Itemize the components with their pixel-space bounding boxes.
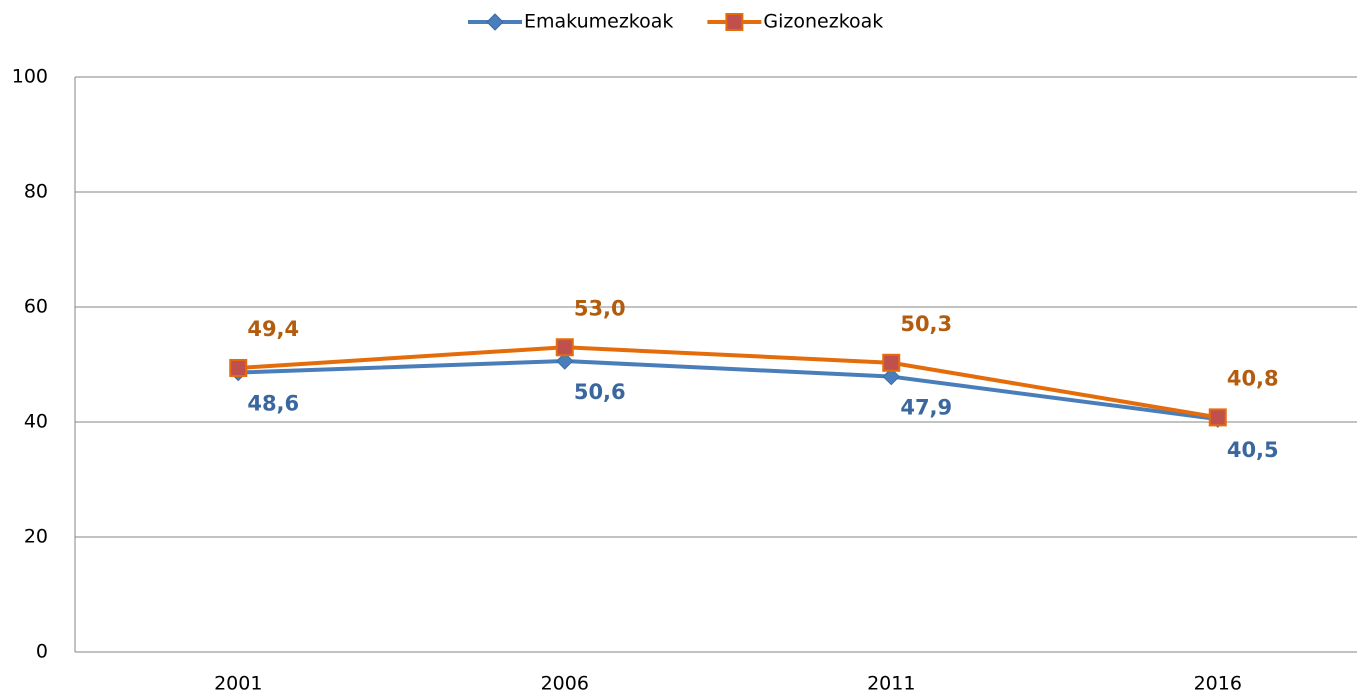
y-tick-label: 0 <box>36 641 48 663</box>
data-label: 50,3 <box>900 312 952 336</box>
y-tick-label: 60 <box>24 296 48 318</box>
y-tick-label: 20 <box>24 526 48 548</box>
x-tick-label: 2016 <box>1194 673 1242 695</box>
marker <box>882 353 901 372</box>
data-label: 48,6 <box>247 392 299 416</box>
y-tick-label: 80 <box>24 181 48 203</box>
y-tick-label: 100 <box>12 66 48 88</box>
marker <box>555 338 574 357</box>
marker <box>882 367 900 386</box>
legend-label: Gizonezkoak <box>763 11 883 33</box>
x-tick-label: 2006 <box>541 673 589 695</box>
legend-marker <box>725 13 744 31</box>
x-tick-label: 2011 <box>867 673 915 695</box>
series-line <box>238 359 1219 422</box>
marker <box>1208 408 1227 427</box>
data-label: 40,8 <box>1227 366 1279 390</box>
series-line <box>238 345 1219 420</box>
marker <box>229 358 248 377</box>
data-label: 53,0 <box>574 296 626 320</box>
data-label: 50,6 <box>574 380 626 404</box>
legend-marker <box>486 13 504 31</box>
legend-label: Emakumezkoak <box>524 11 673 33</box>
data-label: 47,9 <box>900 396 952 420</box>
data-label: 49,4 <box>247 317 299 341</box>
y-tick-label: 40 <box>24 411 48 433</box>
x-tick-label: 2001 <box>214 673 262 695</box>
marker <box>556 352 574 370</box>
data-label: 40,5 <box>1227 438 1279 462</box>
